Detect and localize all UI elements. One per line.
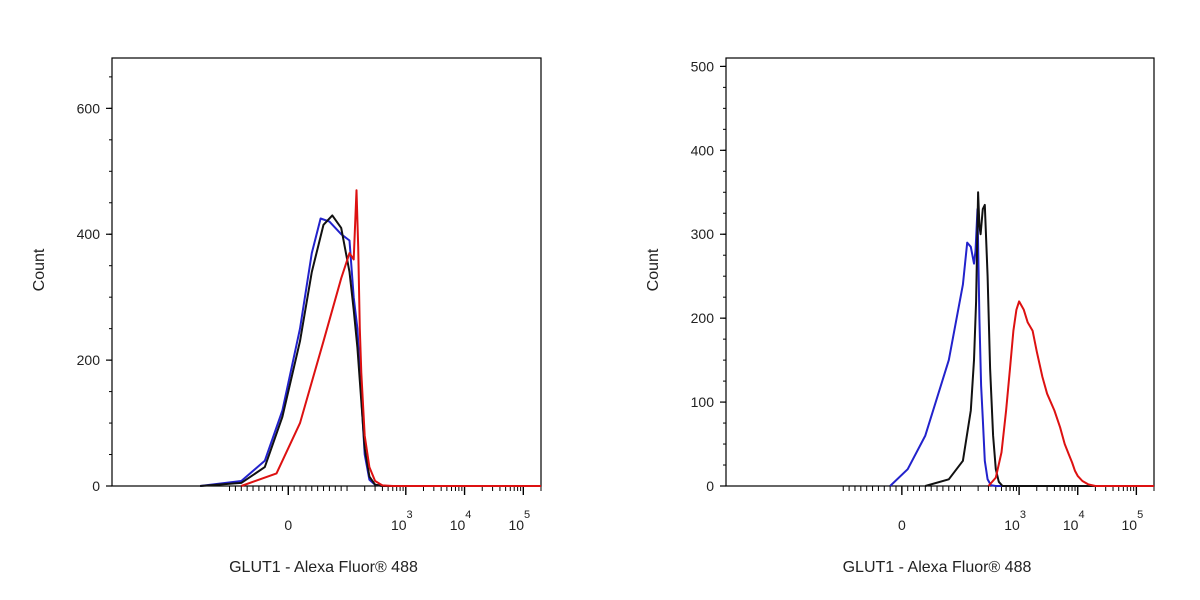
x-axis-label: GLUT1 - Alexa Fluor® 488 <box>843 559 1032 576</box>
x-tick-exponent: 5 <box>524 509 530 521</box>
x-tick-label: 0 <box>898 517 906 533</box>
x-tick-label: 104 <box>1063 509 1085 533</box>
plot-frame <box>111 57 542 487</box>
x-tick-base: 10 <box>1063 517 1079 533</box>
x-tick-exponent: 5 <box>1137 509 1143 521</box>
x-tick-base: 10 <box>1004 517 1020 533</box>
x-tick-label: 0 <box>284 517 292 533</box>
x-tick-exponent: 3 <box>1020 509 1026 521</box>
y-tick-label: 400 <box>77 226 101 242</box>
y-tick-label: 200 <box>691 310 715 326</box>
histogram-series-1 <box>200 214 541 487</box>
y-tick-label: 100 <box>691 394 715 410</box>
histogram-series-1 <box>925 191 1154 487</box>
plot-frame <box>725 57 1155 487</box>
y-tick-label: 500 <box>691 58 715 74</box>
x-tick-base: 10 <box>1122 517 1138 533</box>
histogram-series-0 <box>889 208 1154 487</box>
x-tick-label: 103 <box>1004 509 1026 533</box>
x-tick-base: 0 <box>284 517 292 533</box>
y-tick-label: 600 <box>77 100 101 116</box>
y-axis-label: Count <box>31 248 48 291</box>
y-tick-label: 0 <box>706 478 714 494</box>
x-tick-label: 104 <box>450 509 472 533</box>
x-tick-base: 10 <box>508 517 524 533</box>
y-tick-label: 300 <box>691 226 715 242</box>
x-tick-base: 10 <box>391 517 407 533</box>
histogram-series-2 <box>987 300 1154 487</box>
x-tick-label: 103 <box>391 509 413 533</box>
x-tick-base: 0 <box>898 517 906 533</box>
y-tick-label: 200 <box>77 352 101 368</box>
y-axis-label: Count <box>645 248 662 291</box>
y-tick-label: 0 <box>92 478 100 494</box>
x-tick-exponent: 4 <box>465 509 471 521</box>
x-axis-label: GLUT1 - Alexa Fluor® 488 <box>229 559 418 576</box>
x-tick-label: 105 <box>508 509 530 533</box>
x-tick-base: 10 <box>450 517 466 533</box>
x-tick-exponent: 3 <box>407 509 413 521</box>
histogram-series-0 <box>199 217 541 487</box>
histogram-series-2 <box>240 189 541 487</box>
x-tick-exponent: 4 <box>1078 509 1084 521</box>
x-tick-label: 105 <box>1122 509 1144 533</box>
y-tick-label: 400 <box>691 142 715 158</box>
